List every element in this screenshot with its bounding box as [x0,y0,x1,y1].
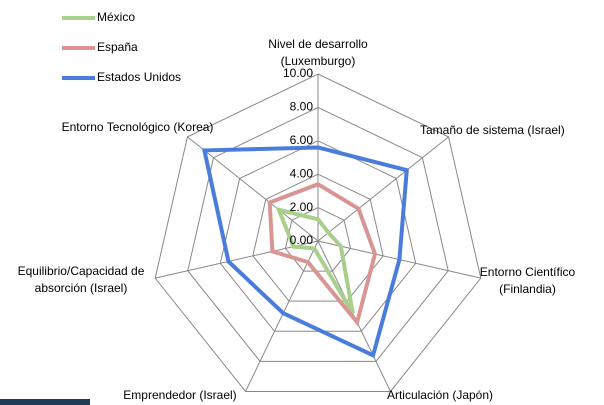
tick-label: 10.00 [283,66,313,80]
axis-label: Nivel de desarrollo (Luxemburgo) [268,37,368,68]
tick-label: 6.00 [290,133,314,147]
tick-label: 8.00 [290,100,314,114]
axis-label: Articulación (Japón) [386,388,494,402]
axis-label: Emprendedor (Israel) [123,388,237,402]
series-line [275,206,355,315]
grid-ring [284,207,352,272]
axis-label: Equilibrio/Capacidad de absorción (Israe… [17,264,145,295]
tick-label: 2.00 [290,200,314,214]
grid-ring [154,73,482,392]
spoke [155,240,319,279]
series-line [267,182,378,327]
legend-label: España [97,40,138,54]
axis-label: Entorno Tecnológico (Korea) [61,120,214,134]
series-line [201,145,409,359]
axis-label: Entorno Científico (Finlandia) [479,265,576,296]
legend-label: Estados Unidos [97,70,181,84]
legend-label: México [97,10,135,24]
tick-label: 4.00 [290,166,314,180]
spoke [187,136,319,242]
grid-ring [252,173,384,302]
tick-label: 0.00 [290,233,314,247]
decor-bar [0,399,90,405]
axis-label: Tamaño de sistema (Israel) [420,123,565,137]
spoke [245,240,319,392]
spoke [317,136,449,242]
